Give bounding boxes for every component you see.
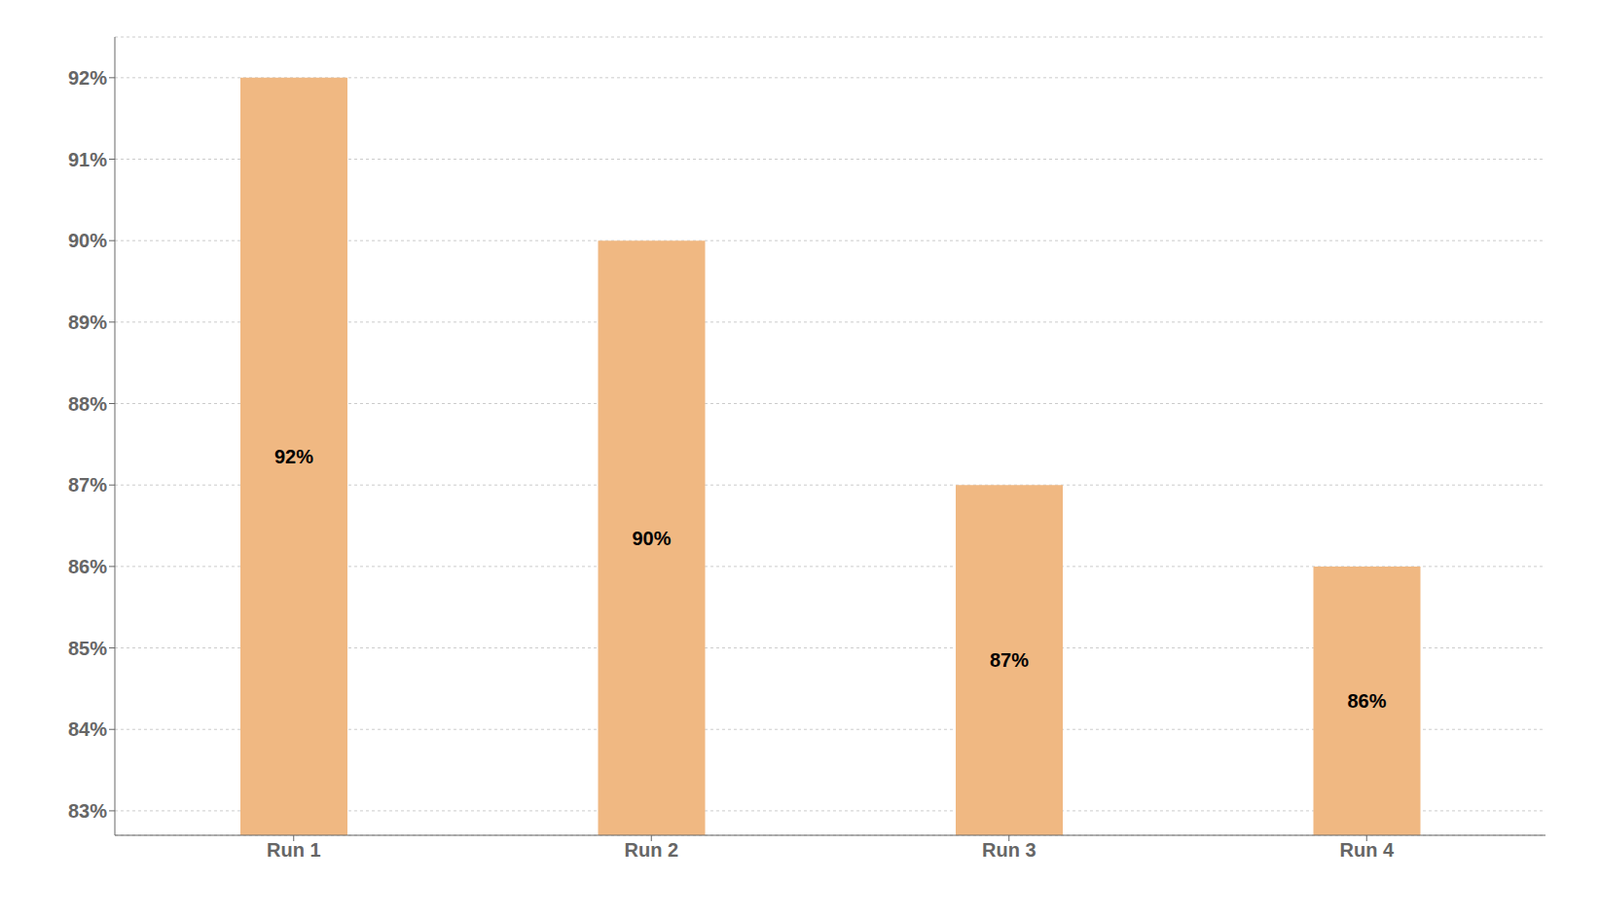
svg-text:83%: 83% [68, 800, 108, 822]
svg-text:91%: 91% [68, 148, 108, 171]
svg-text:86%: 86% [1346, 690, 1386, 712]
svg-text:90%: 90% [631, 527, 671, 549]
svg-text:Run 3: Run 3 [981, 838, 1037, 861]
svg-text:86%: 86% [68, 555, 108, 578]
svg-text:Run 4: Run 4 [1339, 838, 1394, 861]
svg-text:92%: 92% [274, 445, 314, 468]
svg-text:Run 1: Run 1 [266, 838, 322, 861]
svg-text:88%: 88% [68, 393, 108, 415]
svg-text:92%: 92% [68, 67, 108, 89]
svg-text:85%: 85% [68, 637, 108, 659]
svg-text:89%: 89% [68, 311, 108, 333]
svg-text:87%: 87% [989, 649, 1029, 671]
svg-text:84%: 84% [68, 718, 108, 740]
svg-text:87%: 87% [68, 473, 108, 496]
svg-text:90%: 90% [68, 229, 108, 252]
svg-text:Run 2: Run 2 [623, 838, 679, 861]
